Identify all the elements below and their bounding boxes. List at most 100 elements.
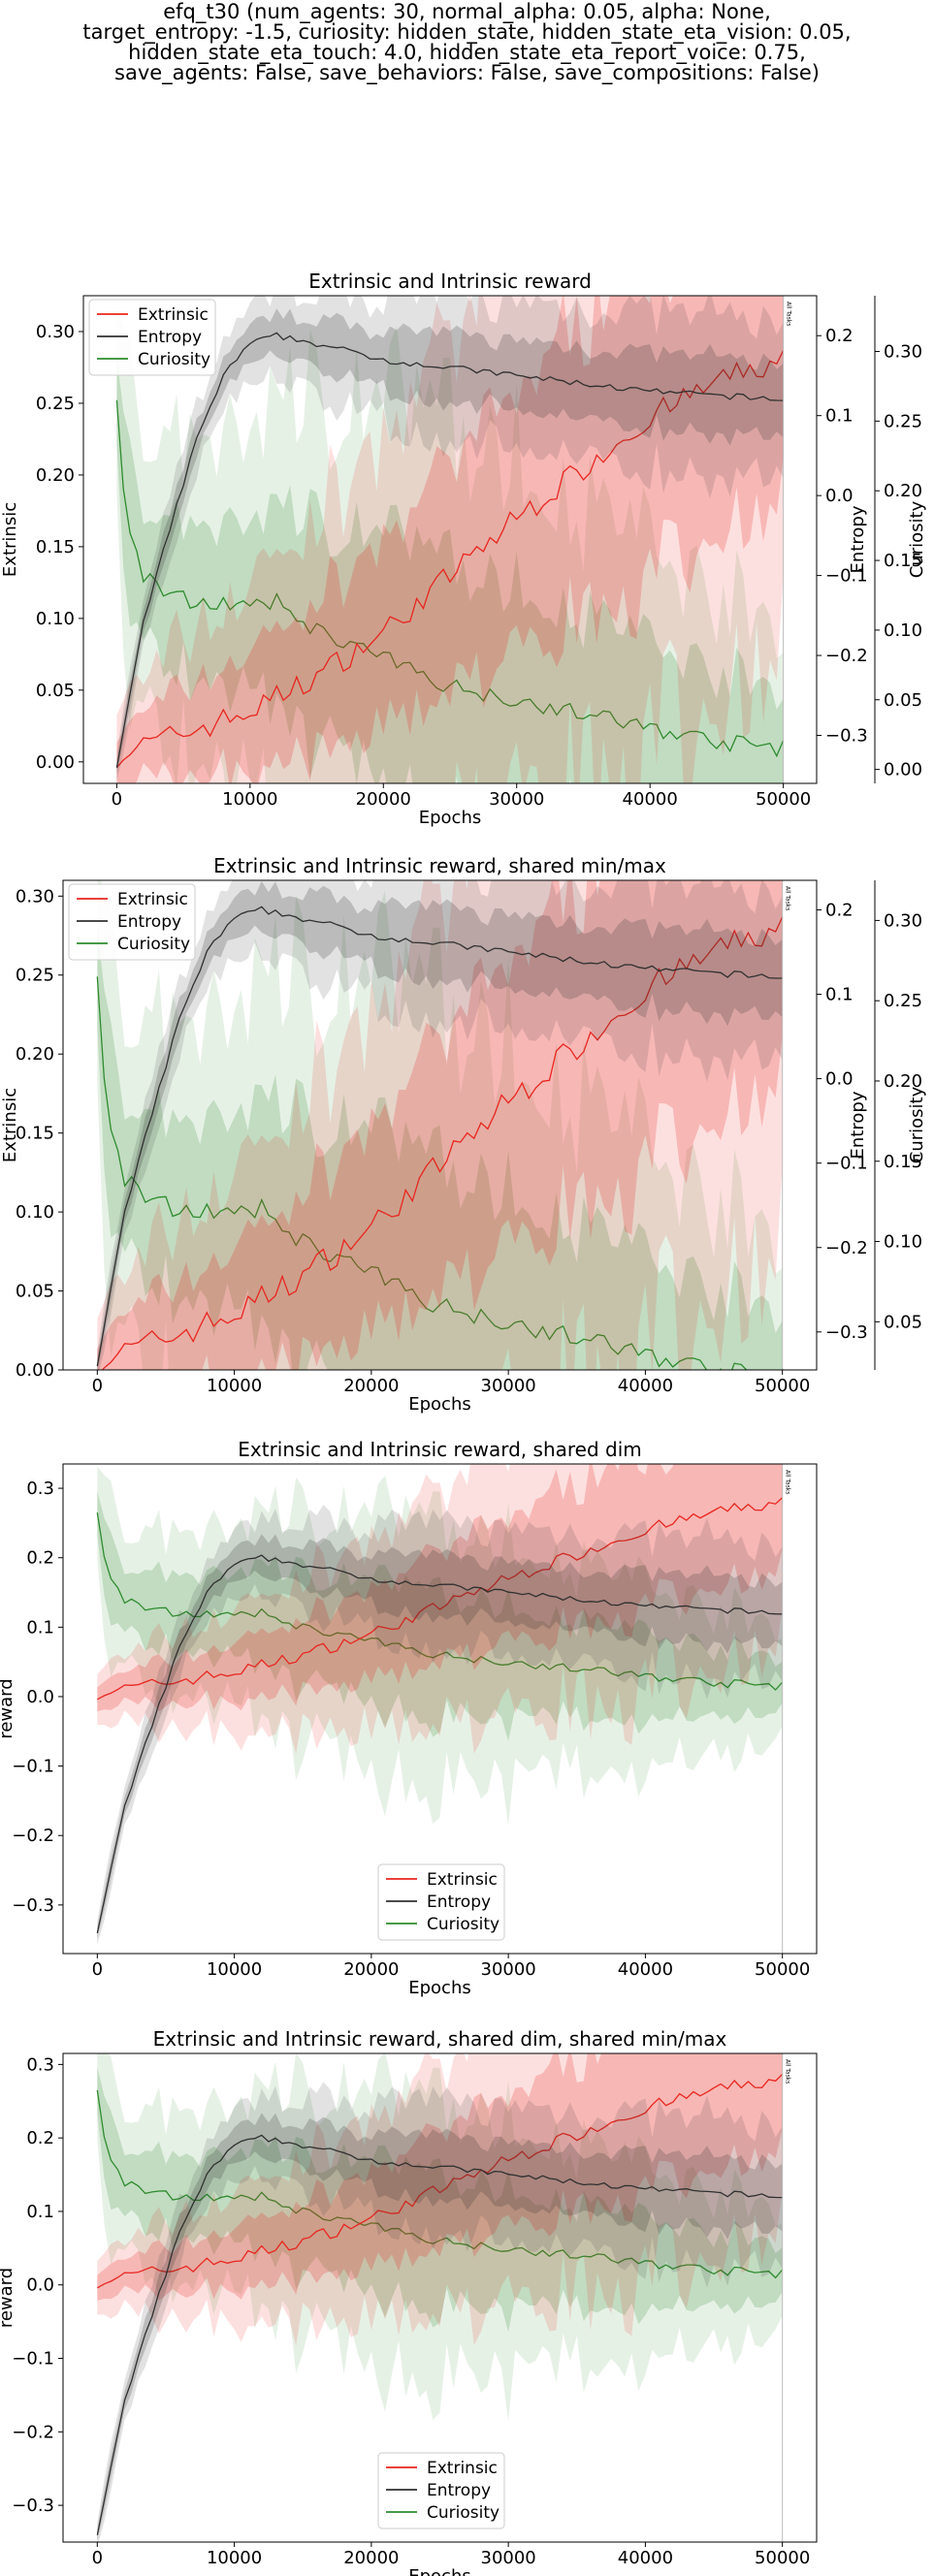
x-tick-label: 0	[92, 1376, 103, 1396]
chart-panel-2: All Tasks 0 10000 20000 30000 40000 50000 Epoch…	[0, 854, 927, 1415]
curiosity-axis-axis-label: Curiosity	[907, 500, 927, 578]
y-tick-label: 0.00	[16, 1360, 54, 1381]
chart-title: Extrinsic and Intrinsic reward, shared m…	[213, 854, 666, 877]
y-axis-label-left: reward	[0, 2268, 16, 2328]
y-tick-label: 0.20	[36, 465, 75, 486]
chart-title: Extrinsic and Intrinsic reward, shared d…	[238, 1438, 642, 1461]
legend-box	[88, 299, 216, 376]
y-tick-label: 0.00	[36, 752, 75, 773]
x-tick-label: 10000	[207, 1959, 262, 1980]
suptitle-line-2: target_entropy: -1.5, curiosity: hidden_…	[82, 20, 852, 44]
x-tick-label: 20000	[356, 789, 411, 810]
curiosity-axis-tick-label: 0.10	[884, 1232, 922, 1253]
figure-suptitle: efq_t30 (num_agents: 30, normal_alpha: 0…	[0, 2, 934, 83]
x-tick-label: 50000	[755, 2548, 810, 2568]
curiosity-axis-tick-label: 0.20	[884, 1071, 922, 1092]
entropy-range-band	[97, 880, 783, 1370]
chart-title: Extrinsic and Intrinsic reward	[308, 270, 592, 293]
y-tick-label: 0.2	[26, 2128, 54, 2148]
y-tick-label: −0.2	[12, 1826, 54, 1846]
x-tick-label: 40000	[618, 1959, 673, 1980]
curiosity-axis-tick-label: 0.15	[884, 1152, 922, 1172]
entropy-axis-tick-label: −0.2	[825, 1238, 868, 1258]
legend-label-extrinsic: Extrinsic	[117, 890, 188, 909]
plot-frame	[82, 295, 818, 784]
legend-label-entropy: Entropy	[117, 912, 181, 932]
y-tick-label: 0.30	[16, 886, 54, 906]
entropy-axis-tick-label: 0.2	[825, 900, 853, 920]
entropy-axis-tick-label: −0.3	[825, 726, 868, 747]
x-tick-label: 10000	[207, 2548, 262, 2568]
x-tick-label: 50000	[756, 789, 811, 810]
entropy-axis-tick-label: 0.2	[825, 326, 853, 346]
y-tick-label: 0.25	[16, 966, 54, 986]
curiosity-axis-axis-label: Curiosity	[907, 1086, 927, 1163]
legend-label-entropy: Entropy	[138, 328, 202, 347]
x-tick-label: 20000	[343, 1376, 399, 1396]
x-tick-label: 40000	[623, 789, 678, 810]
plot-frame	[62, 1463, 818, 1955]
y-tick-label: 0.3	[26, 1479, 54, 1499]
y-tick-label: 0.15	[36, 537, 75, 557]
extrinsic-line	[101, 916, 784, 1370]
legend-label-extrinsic: Extrinsic	[427, 2459, 498, 2478]
y-tick-label: −0.3	[12, 1895, 54, 1916]
curiosity-axis-tick-label: 0.25	[884, 411, 922, 431]
y-tick-label: 0.15	[16, 1124, 54, 1144]
y-tick-label: −0.3	[12, 2496, 54, 2516]
y-tick-label: 0.3	[26, 2054, 54, 2075]
x-tick-label: 40000	[618, 2548, 673, 2568]
legend-box	[377, 2452, 505, 2529]
curiosity-line	[96, 1511, 784, 1691]
x-tick-label: 30000	[481, 2548, 536, 2568]
legend-label-curiosity: Curiosity	[117, 935, 190, 954]
all-tasks-label: All Tasks	[785, 1470, 791, 1494]
y-axis-label-left: Extrinsic	[0, 502, 20, 577]
curiosity-std-band	[116, 356, 784, 783]
y-tick-label: 0.10	[16, 1202, 54, 1223]
curiosity-axis-tick-label: 0.15	[884, 551, 922, 571]
curiosity-range-band	[97, 2053, 783, 2422]
x-tick-label: 40000	[618, 1376, 673, 1396]
curiosity-axis-tick-label: 0.05	[884, 690, 922, 711]
entropy-line	[96, 906, 783, 1367]
chart-panel-4: All Tasks 0 10000 20000 30000 40000 50000 Epoch…	[0, 2027, 818, 2576]
entropy-std-band	[97, 880, 783, 1370]
entropy-axis-tick-label: −0.2	[825, 646, 868, 666]
extrinsic-range-band	[97, 2053, 783, 2346]
extrinsic-std-band	[97, 1464, 783, 1712]
plot-area: All Tasks	[96, 880, 791, 1370]
entropy-axis-axis-label: Entropy	[848, 1091, 868, 1159]
curiosity-axis-tick-label: 0.30	[884, 341, 922, 362]
suptitle-line-4: save_agents: False, save_behaviors: Fals…	[114, 61, 820, 84]
extrinsic-std-band	[97, 2053, 783, 2301]
entropy-axis-tick-label: 0.0	[825, 1069, 853, 1090]
y-tick-label: 0.0	[26, 2275, 54, 2296]
entropy-line	[96, 1554, 783, 1934]
y-tick-label: 0.1	[26, 1617, 54, 1638]
y-axis-label-left: reward	[0, 1678, 16, 1738]
curiosity-axis-tick-label: 0.30	[884, 910, 922, 931]
chart-panel-1: All Tasks 0 10000 20000 30000 40000 50000 Epoch…	[0, 270, 927, 828]
x-axis-label: Epochs	[408, 1978, 471, 1998]
y-tick-label: 0.05	[36, 681, 75, 701]
all-tasks-label: All Tasks	[785, 886, 791, 910]
legend-label-curiosity: Curiosity	[138, 350, 210, 369]
legend-label-curiosity: Curiosity	[427, 2503, 499, 2523]
extrinsic-std-band	[116, 296, 784, 783]
all-tasks-label: All Tasks	[785, 2059, 791, 2083]
entropy-axis-tick-label: 0.1	[825, 406, 853, 427]
curiosity-axis-tick-label: 0.05	[884, 1312, 922, 1332]
x-axis-label: Epochs	[419, 808, 482, 828]
plot-frame	[62, 879, 818, 1371]
y-tick-label: −0.2	[12, 2422, 54, 2442]
x-tick-label: 0	[92, 1959, 103, 1980]
curiosity-axis-tick-label: 0.10	[884, 620, 922, 641]
x-tick-label: 50000	[755, 1959, 810, 1980]
x-tick-label: 10000	[222, 789, 277, 810]
y-tick-label: −0.1	[12, 1757, 54, 1777]
entropy-axis-tick-label: −0.1	[825, 566, 868, 587]
y-tick-label: 0.2	[26, 1548, 54, 1569]
chart-panel-3: All Tasks 0 10000 20000 30000 40000 50000 Epoch…	[0, 1438, 818, 1998]
legend-label-entropy: Entropy	[427, 1892, 491, 1912]
